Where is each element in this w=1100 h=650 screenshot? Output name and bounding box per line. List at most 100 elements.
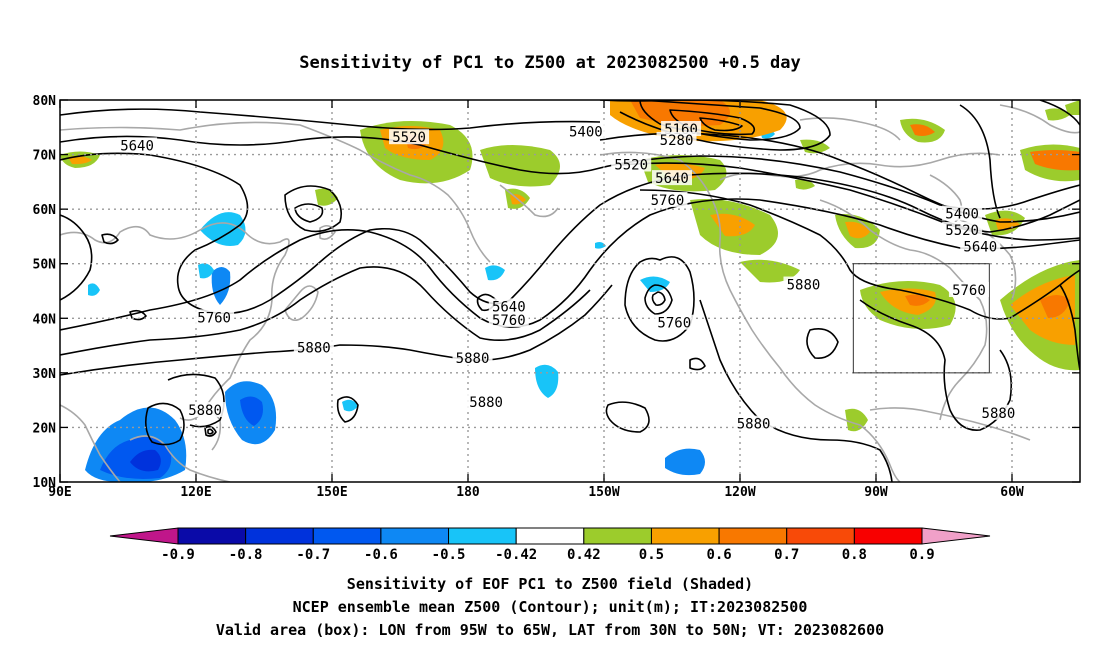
colorbar-tick-label: -0.6	[364, 547, 398, 563]
colorbar-tick-label: -0.8	[229, 547, 263, 563]
shading-layer	[60, 100, 1080, 482]
contour-label-bg	[293, 339, 334, 355]
contour-label: 5880	[456, 351, 490, 367]
contour-label-bg	[733, 415, 774, 431]
contour-label-bg	[488, 312, 529, 328]
contour-label-bg	[565, 123, 606, 139]
x-tick-label: 150E	[316, 485, 347, 500]
colorbar-tick-label: 0.42	[567, 547, 601, 563]
colorbar-swatch	[583, 527, 652, 545]
caption-line-2: NCEP ensemble mean Z500 (Contour); unit(…	[293, 598, 808, 616]
y-tick-label: 80N	[33, 94, 57, 109]
colorbar-swatch	[718, 527, 788, 545]
longitude-axis: 90E 120E 150E 180 150W 120W 90W 60W	[48, 100, 1024, 500]
contour-label-bg	[194, 309, 235, 325]
colorbar-tick-label: -0.9	[161, 547, 195, 563]
z500-contour-layer	[60, 100, 1080, 482]
contour-label-bg	[960, 238, 1001, 254]
caption-line-3: Valid area (box): LON from 95W to 65W, L…	[216, 621, 884, 639]
colorbar-tick-label: -0.42	[495, 547, 537, 563]
contour-label: 5640	[655, 171, 689, 187]
colorbar-tick-label: -0.5	[432, 547, 466, 563]
y-tick-label: 40N	[33, 312, 57, 327]
x-tick-label: 180	[456, 485, 480, 500]
colorbar-swatch	[177, 527, 247, 545]
x-tick-label: 60W	[1000, 485, 1024, 500]
contour-label: 5880	[982, 406, 1016, 422]
colorbar-tick-label: 0.9	[909, 547, 934, 563]
colorbar-tick-label: 0.6	[706, 547, 731, 563]
colorbar-swatch	[786, 527, 855, 545]
y-tick-label: 20N	[33, 421, 57, 436]
contour-label-bg	[389, 129, 430, 145]
contour-label-bg	[611, 156, 652, 172]
contour-label-bg	[452, 350, 493, 366]
y-tick-label: 50N	[33, 258, 57, 273]
contour-label-bg	[488, 298, 529, 314]
contour-label: 5640	[963, 239, 997, 255]
contour-label: 5880	[787, 278, 821, 294]
contour-label: 5880	[737, 417, 771, 433]
colorbar: -0.9 -0.8 -0.7 -0.6 -0.5 -0.42 0.42 0.5 0.6 0.7 0.…	[109, 527, 991, 563]
colorbar-tick-label: 0.5	[639, 547, 664, 563]
figure-title: Sensitivity of PC1 to Z500 at 2023082500…	[299, 53, 801, 73]
latitude-axis: 10N 20N 30N 40N 50N 60N 70N 80N	[33, 94, 1080, 491]
contour-label: 5760	[197, 310, 231, 326]
x-tick-label: 120W	[724, 485, 755, 500]
x-tick-label: 90E	[48, 485, 71, 500]
colorbar-swatch	[380, 527, 450, 545]
contour-label: 5760	[952, 283, 986, 299]
contour-label-bg	[117, 137, 158, 153]
contour-label-bg	[647, 191, 688, 207]
valid-area-box	[852, 263, 990, 374]
caption-line-1: Sensitivity of EOF PC1 to Z500 field (Sh…	[347, 575, 753, 593]
y-tick-label: 30N	[33, 367, 57, 382]
colorbar-swatch	[312, 527, 382, 545]
contour-label: 5400	[945, 207, 979, 223]
x-tick-label: 150W	[588, 485, 619, 500]
contour-label: 5880	[297, 340, 331, 356]
colorbar-swatch	[448, 527, 517, 545]
x-tick-label: 90W	[864, 485, 888, 500]
contour-label: 5880	[469, 395, 503, 411]
y-tick-label: 60N	[33, 203, 57, 218]
contour-label: 5760	[651, 193, 685, 209]
x-tick-label: 120E	[180, 485, 211, 500]
contour-label-bg	[942, 221, 983, 237]
contour-label: 5280	[660, 133, 694, 149]
contour-label: 5400	[569, 125, 603, 141]
colorbar-min-triangle	[109, 527, 179, 545]
contour-label: 5880	[188, 403, 222, 419]
colorbar-swatch	[650, 527, 720, 545]
colorbar-tick-label: -0.7	[296, 547, 330, 563]
colorbar-swatch	[245, 527, 314, 545]
contour-label-bg	[948, 282, 989, 297]
y-tick-label: 10N	[33, 476, 57, 491]
contour-label: 5520	[614, 157, 648, 173]
caption: Sensitivity of EOF PC1 to Z500 field (Sh…	[216, 575, 884, 639]
contour-label: 5520	[392, 130, 426, 146]
contour-label: 5640	[120, 138, 154, 154]
colorbar-swatch	[853, 527, 923, 545]
contour-label-bg	[652, 170, 692, 186]
contour-label-bg	[656, 131, 697, 147]
colorbar-max-triangle	[921, 527, 991, 545]
map-frame	[59, 99, 1081, 483]
contour-label-bg	[978, 404, 1019, 420]
contour-label: 5520	[945, 223, 979, 239]
contour-label-bg	[466, 393, 507, 409]
y-tick-label: 70N	[33, 149, 57, 164]
colorbar-tick-label: 0.8	[842, 547, 867, 563]
contour-label-bg	[783, 276, 824, 292]
contour-label-bg	[185, 402, 226, 418]
contour-label: 5640	[492, 299, 526, 315]
colorbar-swatch	[515, 527, 585, 545]
contour-label: 5760	[657, 316, 691, 332]
contour-label-bg	[654, 314, 695, 330]
contour-label: 5760	[492, 313, 526, 329]
contour-label-bg	[942, 205, 983, 221]
colorbar-tick-label: 0.7	[774, 547, 799, 563]
